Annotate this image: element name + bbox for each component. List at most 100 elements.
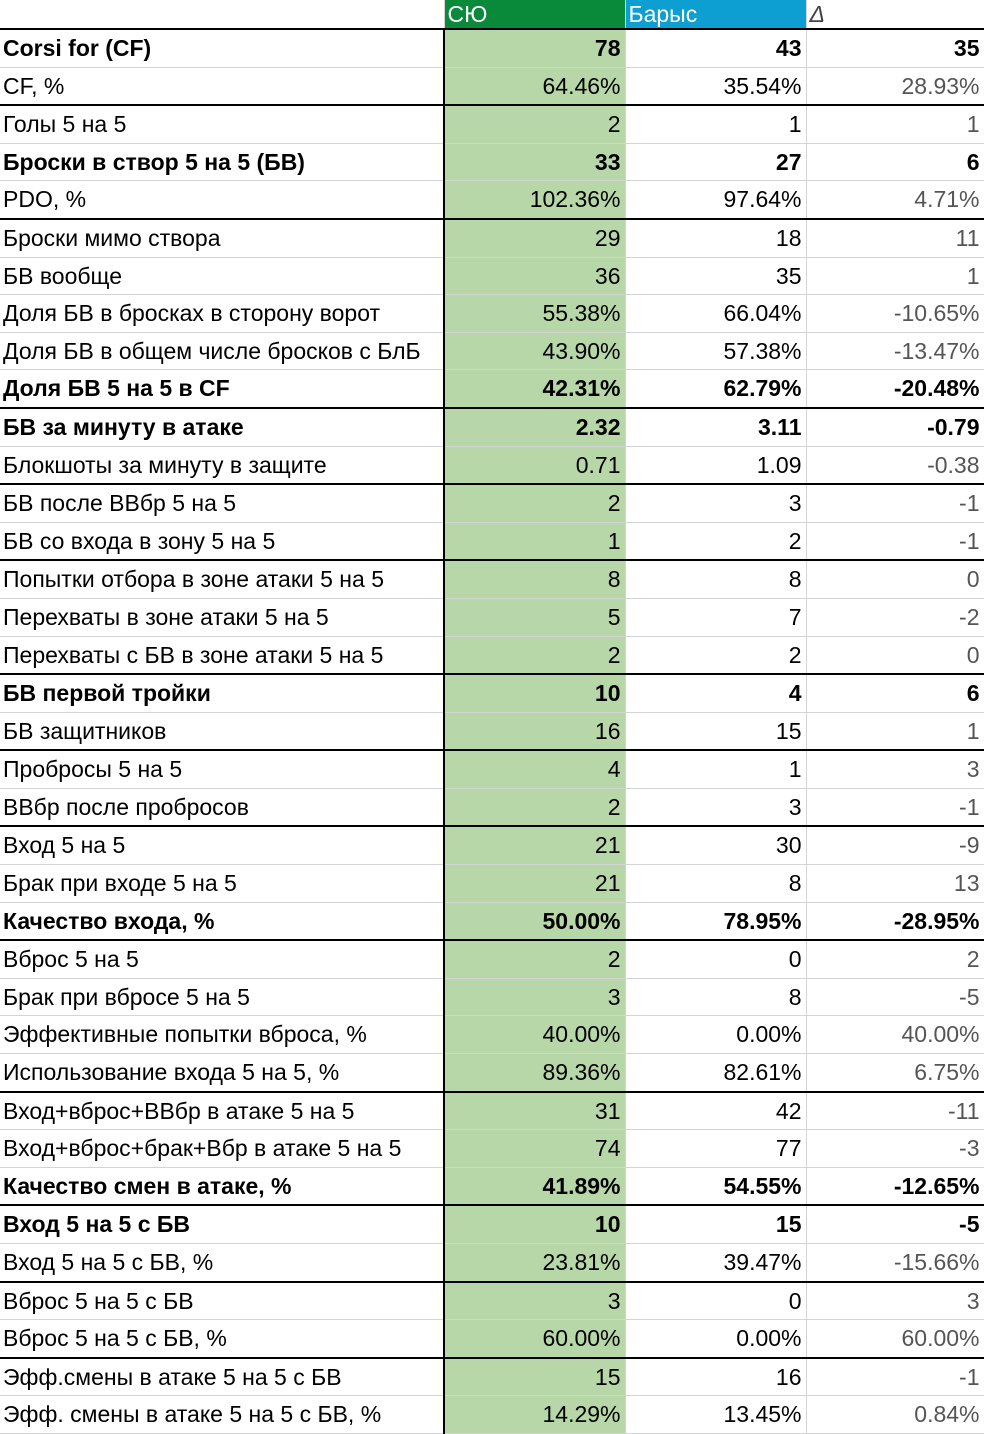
team-a-value: 2 (443, 939, 626, 979)
team-a-value: 64.46% (443, 67, 626, 106)
row-label: Перехваты с БВ в зоне атаки 5 на 5 (0, 636, 445, 675)
table-row: Вход+вброс+ВВбр в атаке 5 на 5 31 42 -11 (0, 1090, 984, 1131)
table-body: Corsi for (CF) 78 43 35 CF, % 64.46% 35.54% 28.… (0, 29, 984, 1434)
table-row: Брак при входе 5 на 5 21 8 13 (0, 864, 984, 903)
team-b-value: 2 (625, 522, 807, 561)
team-a-value: 3 (443, 978, 626, 1017)
team-a-value: 2 (443, 636, 626, 675)
delta-value: -1 (806, 788, 984, 827)
team-a-value: 102.36% (443, 180, 626, 220)
delta-value: -1 (806, 522, 984, 561)
team-b-value: 78.95% (625, 902, 807, 941)
delta-value: 60.00% (806, 1319, 984, 1359)
row-label: Вход 5 на 5 с БВ (0, 1204, 445, 1245)
team-a-value: 74 (443, 1129, 626, 1168)
delta-value: 13 (806, 864, 984, 903)
delta-value: 3 (806, 1280, 984, 1321)
team-a-value: 23.81% (443, 1243, 626, 1283)
team-b-value: 1 (625, 104, 807, 144)
row-label: Вход 5 на 5 с БВ, % (0, 1243, 445, 1283)
delta-value: 35 (806, 29, 984, 68)
team-a-value: 36 (443, 257, 626, 296)
delta-value: 3 (806, 749, 984, 789)
header-team-b: Барыс (625, 0, 807, 30)
delta-value: -5 (806, 1204, 984, 1245)
team-b-value: 35 (625, 257, 807, 296)
team-b-value: 0 (625, 939, 807, 979)
row-label: Использование входа 5 на 5, % (0, 1053, 445, 1093)
team-b-value: 57.38% (625, 332, 807, 371)
row-label: Брак при вбросе 5 на 5 (0, 978, 445, 1017)
row-label: ВВбр после пробросов (0, 788, 445, 827)
team-b-value: 15 (625, 712, 807, 751)
table-row: БВ за минуту в атаке 2.32 3.11 -0.79 (0, 406, 984, 447)
delta-value: 6.75% (806, 1053, 984, 1093)
team-a-value: 2 (443, 788, 626, 827)
table-row: БВ вообще 36 35 1 (0, 257, 984, 296)
row-label: PDO, % (0, 180, 445, 220)
delta-value: 0 (806, 559, 984, 599)
row-label: Вброс 5 на 5 с БВ (0, 1280, 445, 1321)
header-label-cell (0, 0, 445, 30)
row-label: БВ со входа в зону 5 на 5 (0, 522, 445, 561)
team-b-value: 66.04% (625, 294, 807, 333)
table-row: Вход 5 на 5 с БВ 10 15 -5 (0, 1204, 984, 1245)
team-a-value: 4 (443, 749, 626, 789)
team-a-value: 42.31% (443, 369, 626, 409)
team-b-value: 8 (625, 978, 807, 1017)
table-row: Качество входа, % 50.00% 78.95% -28.95% (0, 902, 984, 941)
team-a-value: 5 (443, 598, 626, 637)
row-label: Доля БВ 5 на 5 в CF (0, 369, 445, 409)
row-label: БВ защитников (0, 712, 445, 751)
delta-value: 4.71% (806, 180, 984, 220)
table-row: Качество смен в атаке, % 41.89% 54.55% -12.… (0, 1167, 984, 1206)
team-a-value: 2 (443, 483, 626, 523)
delta-value: -1 (806, 483, 984, 523)
team-a-value: 40.00% (443, 1015, 626, 1055)
table-row: БВ защитников 16 15 1 (0, 712, 984, 751)
row-label: БВ вообще (0, 257, 445, 296)
table-row: Доля БВ в бросках в сторону ворот 55.38% 6… (0, 294, 984, 333)
team-a-value: 10 (443, 673, 626, 713)
row-label: Вброс 5 на 5 с БВ, % (0, 1319, 445, 1359)
team-b-value: 0.00% (625, 1015, 807, 1055)
row-label: Доля БВ в общем числе бросков с БлБ (0, 332, 445, 371)
row-label: Брак при входе 5 на 5 (0, 864, 445, 903)
row-label: Качество смен в атаке, % (0, 1167, 445, 1206)
delta-value: -9 (806, 825, 984, 866)
team-b-value: 8 (625, 864, 807, 903)
team-b-value: 18 (625, 217, 807, 258)
delta-value: 2 (806, 939, 984, 979)
row-label: Доля БВ в бросках в сторону ворот (0, 294, 445, 333)
delta-value: -5 (806, 978, 984, 1017)
header-delta: Δ (806, 0, 984, 30)
team-b-value: 15 (625, 1204, 807, 1245)
team-b-value: 7 (625, 598, 807, 637)
delta-value: 11 (806, 217, 984, 258)
team-b-value: 39.47% (625, 1243, 807, 1283)
row-label: Corsi for (CF) (0, 29, 445, 68)
team-a-value: 21 (443, 864, 626, 903)
table-row: Броски в створ 5 на 5 (БВ) 33 27 6 (0, 143, 984, 182)
row-label: Перехваты в зоне атаки 5 на 5 (0, 598, 445, 637)
team-a-value: 3 (443, 1280, 626, 1321)
team-a-value: 1 (443, 522, 626, 561)
team-b-value: 1 (625, 749, 807, 789)
row-label: Вход+вброс+брак+Вбр в атаке 5 на 5 (0, 1129, 445, 1168)
team-b-value: 42 (625, 1090, 807, 1131)
team-b-value: 54.55% (625, 1167, 807, 1206)
row-label: Эфф.смены в атаке 5 на 5 с БВ (0, 1356, 445, 1397)
table-row: ВВбр после пробросов 2 3 -1 (0, 788, 984, 827)
team-a-value: 33 (443, 143, 626, 182)
team-a-value: 10 (443, 1204, 626, 1245)
table-row: Corsi for (CF) 78 43 35 (0, 29, 984, 68)
table-row: БВ со входа в зону 5 на 5 1 2 -1 (0, 522, 984, 561)
team-b-value: 77 (625, 1129, 807, 1168)
header-row: СЮ Барыс Δ (0, 0, 984, 30)
delta-value: 1 (806, 257, 984, 296)
team-b-value: 97.64% (625, 180, 807, 220)
